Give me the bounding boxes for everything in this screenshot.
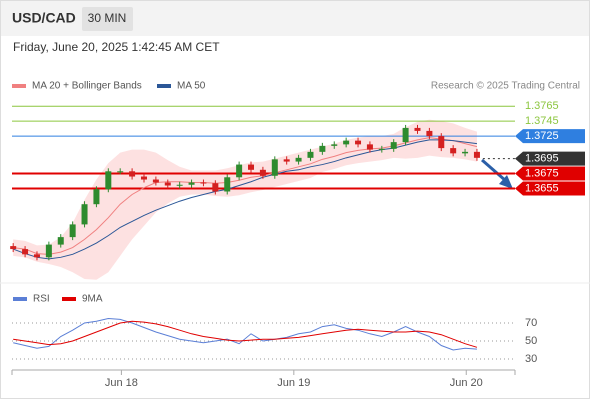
x-tick-label: Jun 18	[105, 377, 138, 389]
bollinger-band	[13, 119, 477, 280]
legend-label: 9MA	[82, 294, 103, 305]
y-tick-label: 50	[525, 335, 537, 347]
price-label: 1.3725	[525, 130, 559, 142]
candle-body	[140, 176, 147, 180]
candle-body	[366, 144, 373, 150]
candle-body	[438, 136, 445, 149]
candle-body	[81, 204, 88, 225]
candle-body	[212, 183, 219, 192]
timeframe[interactable]: 30 MIN	[88, 11, 127, 25]
moving-average	[13, 137, 478, 255]
candle-body	[188, 182, 195, 185]
candle-body	[69, 224, 76, 238]
candle-body	[402, 127, 409, 143]
x-tick-label: Jun 20	[450, 377, 483, 389]
candle-body	[200, 182, 207, 184]
price-label: 1.3655	[525, 182, 559, 194]
candle-body	[283, 159, 290, 162]
candle-body	[10, 246, 17, 250]
legend-swatch	[12, 84, 26, 88]
candle-body	[331, 144, 338, 146]
price-label-box	[515, 129, 585, 144]
candle-body	[129, 171, 136, 177]
price-label-box	[515, 151, 585, 166]
candle-body	[117, 171, 124, 173]
candle-body	[295, 157, 302, 162]
candle-body	[248, 164, 255, 170]
candle-body	[473, 151, 480, 158]
candle-body	[319, 145, 326, 152]
price-label: 1.3745	[525, 115, 559, 127]
candle-body	[45, 244, 52, 258]
legend-swatch	[62, 297, 76, 301]
credit: Research © 2025 Trading Central	[431, 81, 580, 92]
indicator-line	[13, 317, 477, 351]
candle-body	[414, 127, 421, 131]
price-label-box	[515, 166, 585, 181]
candle-body	[22, 249, 29, 255]
candle-body	[450, 148, 457, 154]
symbol: USD/CAD	[12, 10, 76, 26]
datetime: Friday, June 20, 2025 1:42:45 AM CET	[13, 40, 220, 54]
price-label: 1.3695	[525, 152, 559, 164]
x-tick-label: Jun 19	[277, 377, 310, 389]
timeframe-box[interactable]	[82, 7, 133, 31]
candle-body	[93, 189, 100, 205]
candle-body	[462, 151, 469, 154]
candle-body	[355, 140, 362, 145]
candle-body	[105, 171, 112, 190]
legend-label: MA 20 + Bollinger Bands	[32, 81, 142, 92]
legend-swatch	[13, 297, 27, 301]
y-tick-label: 70	[525, 317, 537, 329]
candle-body	[390, 142, 397, 149]
indicator-line	[13, 320, 478, 348]
candle-body	[57, 237, 64, 245]
candle-body	[33, 254, 40, 258]
legend-swatch	[157, 84, 171, 88]
candle-body	[176, 184, 183, 186]
legend-label: RSI	[33, 294, 50, 305]
candle-body	[271, 159, 278, 176]
candle-body	[236, 164, 243, 178]
y-tick-label: 30	[525, 353, 537, 365]
forecast-arrowhead	[499, 175, 513, 189]
candle-body	[343, 140, 350, 145]
forecast-arrow	[481, 158, 507, 183]
candle-body	[152, 179, 159, 183]
candle-body	[259, 169, 266, 176]
candle-body	[164, 182, 171, 186]
moving-average	[13, 139, 478, 260]
legend-label: MA 50	[177, 81, 206, 92]
candle-body	[307, 151, 314, 158]
candle-body	[378, 148, 385, 150]
price-label-box	[515, 181, 585, 196]
candle-body	[224, 177, 231, 192]
price-label: 1.3765	[525, 100, 559, 112]
candle-body	[426, 130, 433, 137]
price-label: 1.3675	[525, 167, 559, 179]
